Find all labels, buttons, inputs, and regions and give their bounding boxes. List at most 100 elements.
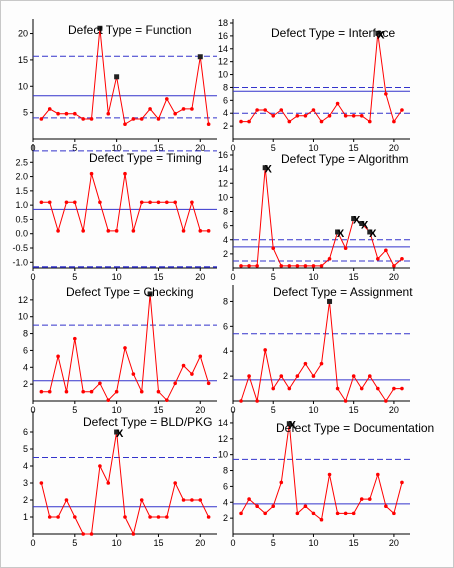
data-point bbox=[73, 111, 77, 116]
series-line bbox=[241, 167, 403, 267]
y-tick-label: 12 bbox=[218, 178, 228, 188]
data-point bbox=[400, 386, 404, 391]
signal-marker bbox=[114, 429, 120, 435]
x-tick-label: 0 bbox=[230, 272, 235, 282]
x-tick-label: 20 bbox=[195, 272, 205, 282]
chart-title: Defect Type = Algorithm bbox=[281, 152, 409, 166]
y-tick-label: 20 bbox=[18, 29, 28, 39]
y-tick-label: 2 bbox=[223, 249, 228, 259]
signal-marker bbox=[97, 25, 103, 31]
data-point bbox=[190, 107, 194, 111]
data-point bbox=[156, 389, 161, 394]
data-point bbox=[73, 200, 77, 205]
data-point bbox=[303, 361, 308, 366]
chart-title: Defect Type = Checking bbox=[66, 285, 194, 299]
chart-panel-3: 0 5 10 15 20 -1.0 -0.5 0.0 0.5 1.0 1.5 2.0 2.5 Defect… bbox=[12, 144, 217, 282]
x-tick-label: 20 bbox=[389, 272, 399, 282]
signal-marker bbox=[114, 74, 120, 80]
data-point bbox=[173, 481, 177, 485]
data-point bbox=[255, 399, 259, 403]
data-point bbox=[247, 497, 251, 501]
signal-marker bbox=[286, 421, 292, 427]
y-tick-label: 3 bbox=[23, 478, 28, 488]
data-point bbox=[64, 389, 69, 394]
x-tick-label: 15 bbox=[349, 143, 359, 153]
chart-title: Defect Type = Timing bbox=[89, 151, 202, 165]
data-point bbox=[56, 515, 60, 519]
data-point bbox=[39, 117, 44, 121]
x-tick-label: 15 bbox=[349, 272, 359, 282]
data-point bbox=[279, 108, 284, 112]
data-point bbox=[367, 497, 372, 501]
data-point bbox=[392, 386, 396, 391]
data-point bbox=[319, 361, 324, 366]
x-tick-label: 5 bbox=[72, 143, 77, 153]
data-point bbox=[47, 107, 52, 111]
data-point bbox=[271, 386, 276, 391]
data-point bbox=[206, 381, 211, 386]
data-point bbox=[148, 515, 152, 519]
data-point bbox=[139, 117, 144, 121]
data-point bbox=[139, 200, 144, 205]
data-point bbox=[89, 171, 94, 176]
data-point bbox=[239, 119, 243, 124]
data-point bbox=[279, 374, 284, 378]
data-point bbox=[64, 498, 69, 502]
data-point bbox=[279, 480, 284, 485]
data-point bbox=[106, 229, 111, 233]
y-tick-label: 6 bbox=[223, 221, 228, 231]
y-tick-label: 8 bbox=[223, 296, 228, 306]
data-point bbox=[156, 200, 161, 205]
data-point bbox=[287, 264, 292, 268]
data-point bbox=[303, 264, 308, 268]
y-tick-label: 5 bbox=[23, 108, 28, 118]
x-tick-label: 15 bbox=[153, 272, 163, 282]
y-tick-label: 16 bbox=[218, 31, 228, 41]
y-tick-label: 2 bbox=[223, 121, 228, 131]
x-mark: X bbox=[377, 29, 385, 41]
x-tick-label: 15 bbox=[349, 405, 359, 415]
data-point bbox=[131, 532, 136, 536]
data-point bbox=[139, 498, 144, 502]
data-point bbox=[327, 257, 332, 261]
data-point bbox=[190, 372, 194, 376]
data-point bbox=[190, 498, 194, 502]
y-tick-label: -1.0 bbox=[12, 257, 28, 267]
data-point bbox=[400, 108, 404, 112]
data-point bbox=[123, 346, 127, 350]
data-point bbox=[165, 398, 169, 402]
data-point bbox=[123, 122, 127, 127]
data-point bbox=[400, 480, 404, 485]
data-point bbox=[56, 229, 60, 233]
y-tick-label: 15 bbox=[18, 55, 28, 65]
x-tick-label: 15 bbox=[153, 405, 163, 415]
chart-title: Defect Type = Assignment bbox=[273, 285, 413, 299]
data-point bbox=[263, 348, 267, 352]
y-tick-label: 14 bbox=[218, 418, 228, 428]
y-tick-label: 8 bbox=[223, 207, 228, 217]
data-point bbox=[271, 504, 276, 509]
y-tick-label: -0.5 bbox=[12, 243, 28, 253]
data-point bbox=[106, 398, 111, 402]
data-point bbox=[190, 200, 194, 205]
x-tick-label: 10 bbox=[112, 538, 122, 548]
y-tick-label: 16 bbox=[218, 150, 228, 160]
y-tick-label: 10 bbox=[218, 70, 228, 80]
data-point bbox=[335, 386, 340, 391]
data-point bbox=[206, 515, 211, 519]
data-point bbox=[181, 363, 186, 368]
data-point bbox=[247, 374, 251, 378]
x-mark: X bbox=[353, 215, 361, 227]
x-tick-label: 5 bbox=[271, 272, 276, 282]
data-point bbox=[165, 515, 169, 519]
data-point bbox=[335, 101, 340, 106]
data-point bbox=[295, 264, 300, 268]
data-point bbox=[47, 200, 52, 205]
data-point bbox=[303, 504, 308, 509]
data-point bbox=[206, 122, 211, 127]
data-point bbox=[123, 171, 127, 176]
y-tick-label: 8 bbox=[223, 82, 228, 92]
